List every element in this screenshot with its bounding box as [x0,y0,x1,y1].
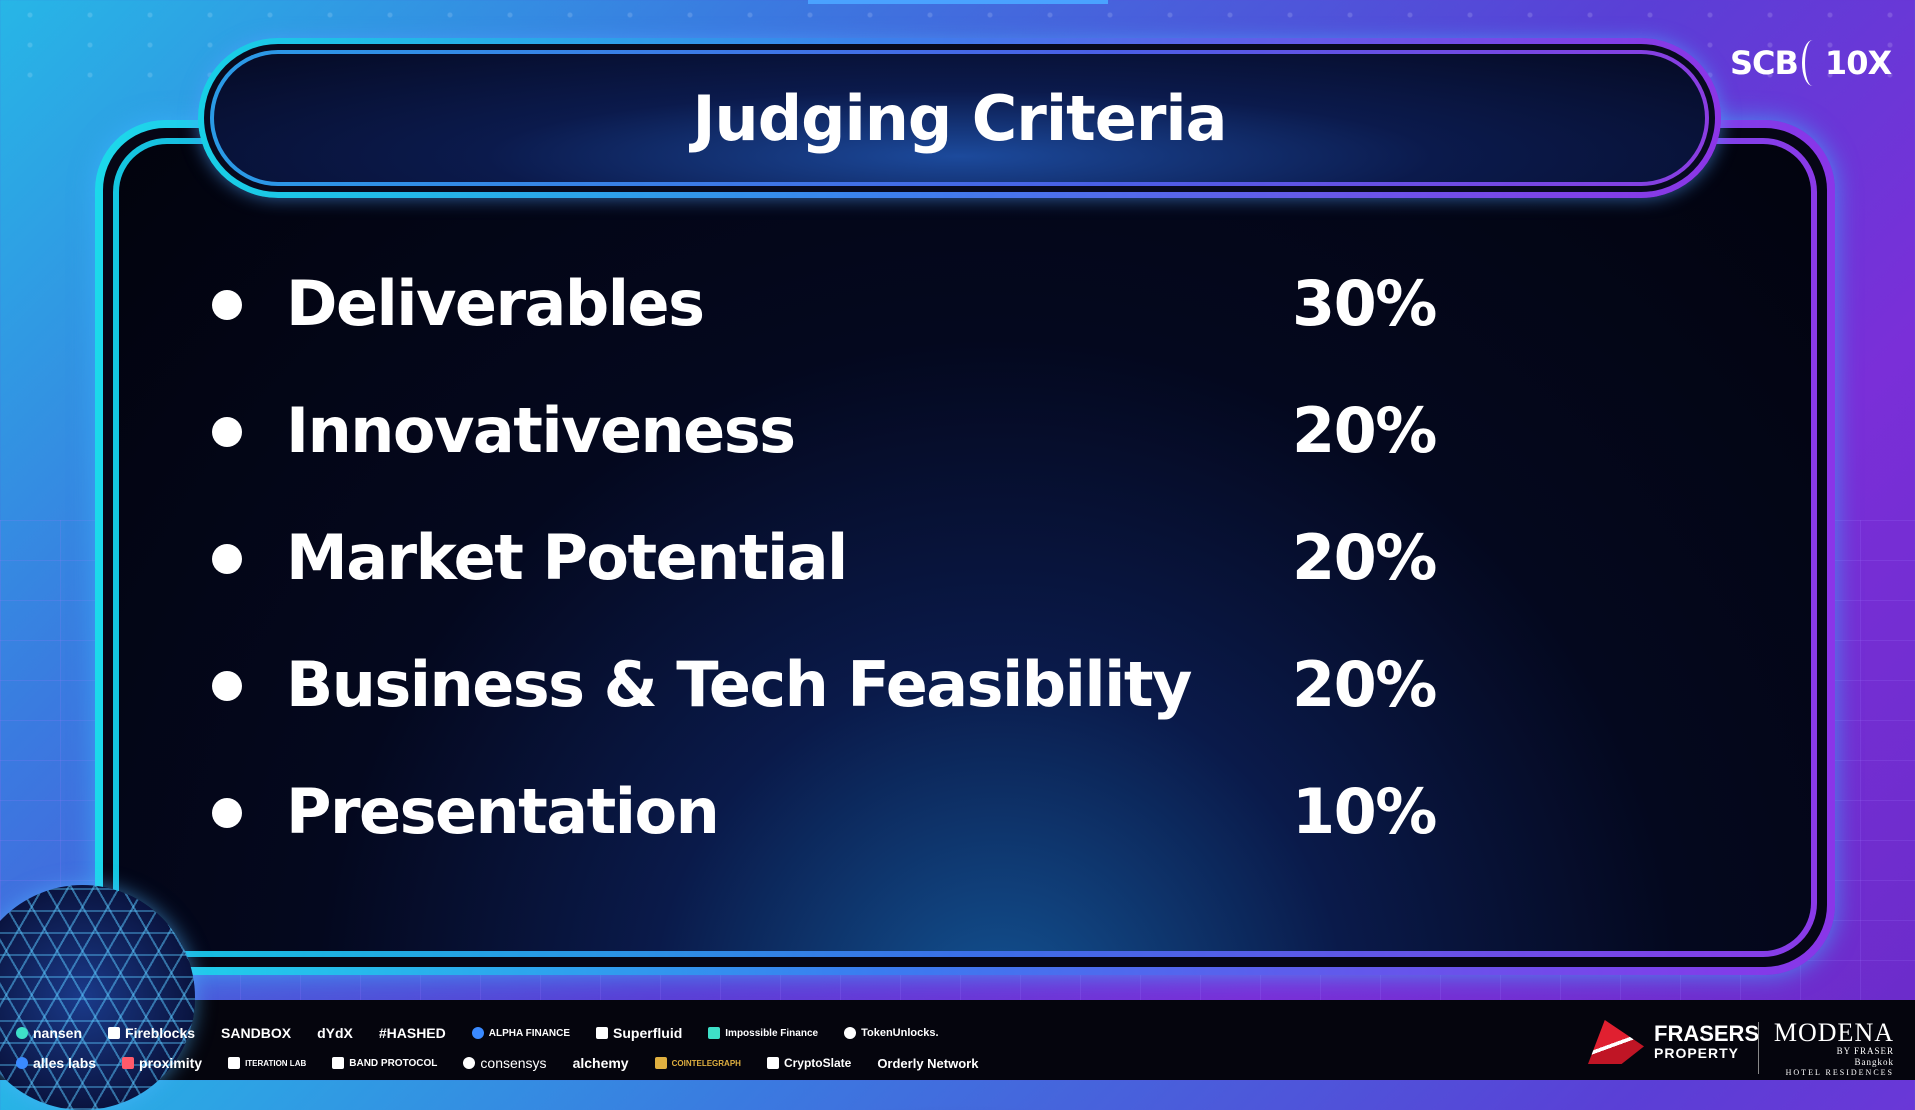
sponsor-logo-superfluid: Superfluid [596,1025,682,1041]
modena-name: MODENA [1773,1018,1894,1047]
superfluid-icon [596,1027,609,1039]
modena-sub: HOTEL RESIDENCES [1785,1068,1894,1077]
footer-bar [0,1000,1915,1080]
criteria-item: Business & Tech Feasibility 20% [210,633,1510,760]
criteria-item: Presentation 10% [210,760,1510,887]
top-accent-bar [808,0,1108,4]
sponsor-row: nansen Fireblocks SANDBOX dYdX #HASHED A… [16,1018,1016,1048]
criteria-percent: 30% [1292,267,1437,340]
frasers-icon [1588,1020,1644,1064]
sponsor-logo-dydx: dYdX [317,1025,353,1041]
bullet-icon [212,798,242,828]
frasers-property-logo: FRASERS PROPERTY [1588,1020,1759,1064]
bullet-icon [212,671,242,701]
sponsor-label: CryptoSlate [783,1056,852,1070]
sponsor-logo-hashed: #HASHED [379,1025,446,1041]
sponsor-label: BAND PROTOCOL [349,1057,438,1069]
alpha-finance-icon [471,1027,484,1039]
sponsor-label: Orderly Network [877,1055,979,1071]
sponsor-label: ITERATION LAB [245,1058,307,1068]
scb10x-logo-right: 10X [1824,44,1892,82]
sponsor-logo-alchemy: alchemy [573,1055,629,1071]
sponsor-logo-band-protocol: BAND PROTOCOL [332,1057,437,1069]
sponsor-logo-fireblocks: Fireblocks [108,1025,195,1041]
title-banner: Judging Criteria [198,38,1721,198]
sponsor-label: Superfluid [613,1025,683,1041]
sponsor-label: dYdX [317,1025,353,1041]
sponsor-logo-alles-labs: alles labs [16,1055,96,1071]
criteria-percent: 20% [1292,648,1437,721]
modena-by: BY FRASER [1836,1046,1894,1056]
criteria-label: Innovativeness [286,394,796,467]
proximity-icon [122,1057,135,1069]
criteria-label: Presentation [286,775,720,848]
criteria-list: Deliverables 30% Innovativeness 20% Mark… [210,252,1510,887]
sponsor-label: consensys [480,1055,547,1071]
fireblocks-icon [108,1027,121,1039]
nansen-icon [16,1027,28,1039]
scb10x-logo-left: SCB [1730,44,1799,82]
sponsor-label: alchemy [572,1055,629,1071]
sponsor-logo-cointelegraph: COINTELEGRAPH [654,1057,741,1069]
tokenunlocks-icon [844,1027,857,1039]
sponsor-label: #HASHED [378,1025,446,1041]
sponsor-logo-proximity: proximity [122,1055,202,1071]
scb10x-logo: SCB 10X [1730,40,1892,86]
criteria-item: Deliverables 30% [210,252,1510,379]
sponsor-label: SANDBOX [221,1025,292,1041]
sponsor-logo-orderly-network: Orderly Network [877,1056,978,1071]
modena-city: Bangkok [1854,1057,1894,1067]
sponsor-label: proximity [139,1055,203,1071]
sponsor-logos: nansen Fireblocks SANDBOX dYdX #HASHED A… [16,1018,1016,1078]
sponsor-logo-nansen: nansen [16,1025,82,1041]
sponsor-label: Impossible Finance [725,1027,819,1039]
bullet-icon [212,290,242,320]
iteration-lab-icon [228,1057,241,1069]
sponsor-logo-iteration-lab: ITERATION LAB [228,1057,306,1069]
frasers-line2: PROPERTY [1654,1045,1740,1061]
criteria-item: Innovativeness 20% [210,379,1510,506]
frasers-line1: FRASERS [1654,1021,1760,1046]
impossible-finance-icon [708,1027,721,1039]
criteria-label: Deliverables [286,267,705,340]
bullet-icon [212,544,242,574]
logo-arc-icon [1801,40,1823,86]
cointelegraph-icon [654,1057,667,1069]
sponsor-logo-tokenunlocks: TokenUnlocks. [844,1027,939,1039]
sponsor-label: COINTELEGRAPH [671,1058,741,1068]
criteria-label: Business & Tech Feasibility [286,648,1192,721]
sponsor-logo-cryptoslate: CryptoSlate [766,1056,852,1070]
consensys-icon [463,1057,476,1069]
sponsor-row: alles labs proximity ITERATION LAB BAND … [16,1048,1016,1078]
criteria-percent: 10% [1292,775,1437,848]
cryptoslate-icon [766,1057,779,1069]
page-title: Judging Criteria [692,81,1227,155]
sponsor-label: ALPHA FINANCE [488,1027,571,1039]
criteria-item: Market Potential 20% [210,506,1510,633]
sponsor-label: nansen [33,1025,83,1041]
sponsor-label: Fireblocks [125,1025,196,1041]
modena-logo: MODENA BY FRASER Bangkok HOTEL RESIDENCE… [1772,1018,1894,1078]
criteria-label: Market Potential [286,521,848,594]
sponsor-logo-sandbox: SANDBOX [221,1025,291,1041]
sponsor-logo-consensys: consensys [463,1055,547,1071]
sponsor-label: TokenUnlocks. [861,1027,939,1039]
sponsor-logo-impossible-finance: Impossible Finance [708,1027,818,1039]
footer-divider [1758,1022,1759,1074]
criteria-percent: 20% [1292,521,1437,594]
criteria-panel [95,120,1835,975]
band-protocol-icon [332,1057,345,1069]
criteria-percent: 20% [1292,394,1437,467]
sponsor-logo-alpha-finance: ALPHA FINANCE [471,1027,571,1039]
sponsor-label: alles labs [33,1055,97,1071]
alles-labs-icon [16,1057,28,1069]
globe-icon [0,885,195,1110]
bullet-icon [212,417,242,447]
